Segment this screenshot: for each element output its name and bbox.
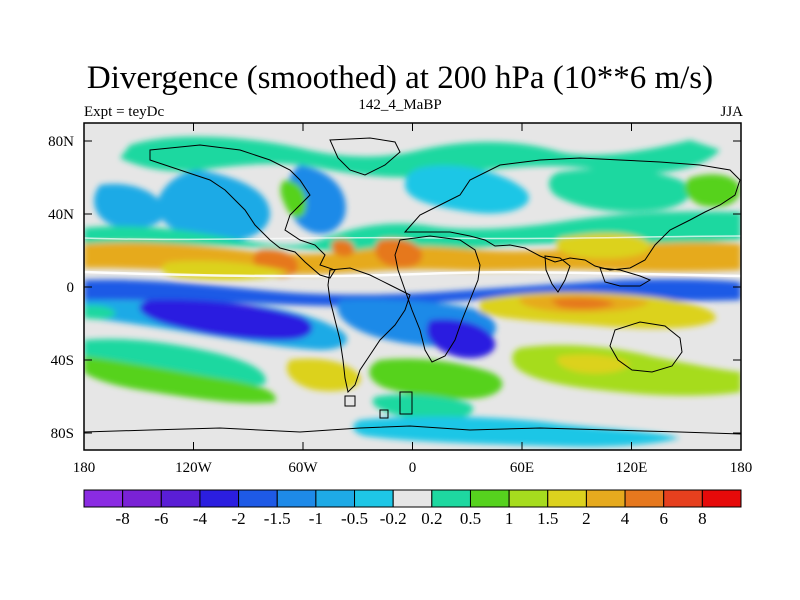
colorbar-swatch xyxy=(199,489,240,508)
colorbar-swatch xyxy=(122,489,162,508)
colorbar-level-label: 2 xyxy=(582,509,591,528)
colorbar-level-label: 6 xyxy=(659,509,668,528)
colorbar-swatch xyxy=(701,489,742,508)
season-label: JJA xyxy=(720,104,743,120)
colorbar-level-label: -8 xyxy=(115,509,130,528)
colorbar-level-label: -2 xyxy=(231,509,246,528)
colorbar-swatch xyxy=(469,489,510,508)
colorbar-level-label: 8 xyxy=(698,509,707,528)
colorbar-swatch xyxy=(585,489,626,508)
x-axis-ticks xyxy=(83,123,742,450)
colorbar-swatch xyxy=(431,489,471,508)
colorbar-swatch xyxy=(354,489,394,508)
colorbar-swatch xyxy=(508,489,549,508)
colorbar-level-label: -4 xyxy=(192,509,208,528)
colorbar-swatch xyxy=(315,489,356,508)
colorbar-swatch xyxy=(160,489,201,508)
y-tick-label: 40N xyxy=(48,207,74,223)
x-tick-label: 60W xyxy=(288,460,318,476)
colorbar xyxy=(83,489,742,508)
colorbar-swatch xyxy=(83,489,124,508)
colorbar-level-label: -1 xyxy=(308,509,323,528)
colorbar-swatch xyxy=(547,489,587,508)
colorbar-level-label: -1.5 xyxy=(263,509,291,528)
x-tick-label: 0 xyxy=(409,460,417,476)
colorbar-swatch xyxy=(392,489,433,508)
colorbar-level-label: -6 xyxy=(154,509,169,528)
y-tick-label: 80S xyxy=(51,426,74,442)
y-axis-ticks xyxy=(84,140,741,434)
plot-title: Divergence (smoothed) at 200 hPa (10**6 … xyxy=(86,60,714,96)
y-tick-label: 80N xyxy=(48,134,74,150)
x-tick-label: 120E xyxy=(616,460,648,476)
colorbar-level-label: 1.5 xyxy=(537,509,559,528)
tick-labels: 180 120W 60W 0 60E 120E 180 80N 40N 0 40… xyxy=(48,134,752,476)
colorbar-level-label: -0.2 xyxy=(379,509,407,528)
x-tick-label: 180 xyxy=(73,460,96,476)
colorbar-swatch xyxy=(663,489,703,508)
x-tick-label: 120W xyxy=(175,460,213,476)
y-tick-label: 0 xyxy=(67,280,75,296)
subtitle-label: 142_4_MaBP xyxy=(358,97,442,113)
colorbar-level-label: 4 xyxy=(620,509,630,528)
colorbar-level-label: -0.5 xyxy=(341,509,368,528)
colorbar-swatch xyxy=(624,489,665,508)
experiment-label: Expt = teyDc xyxy=(84,104,165,120)
colorbar-level-label: 1 xyxy=(504,509,514,528)
x-tick-label: 180 xyxy=(730,460,753,476)
coastlines xyxy=(84,137,741,435)
colorbar-level-label: 0.2 xyxy=(421,509,443,528)
colorbar-swatch xyxy=(238,489,278,508)
colorbar-level-label: 0.5 xyxy=(459,509,482,528)
x-tick-label: 60E xyxy=(510,460,534,476)
colorbar-swatch xyxy=(276,489,317,508)
y-tick-label: 40S xyxy=(51,353,74,369)
